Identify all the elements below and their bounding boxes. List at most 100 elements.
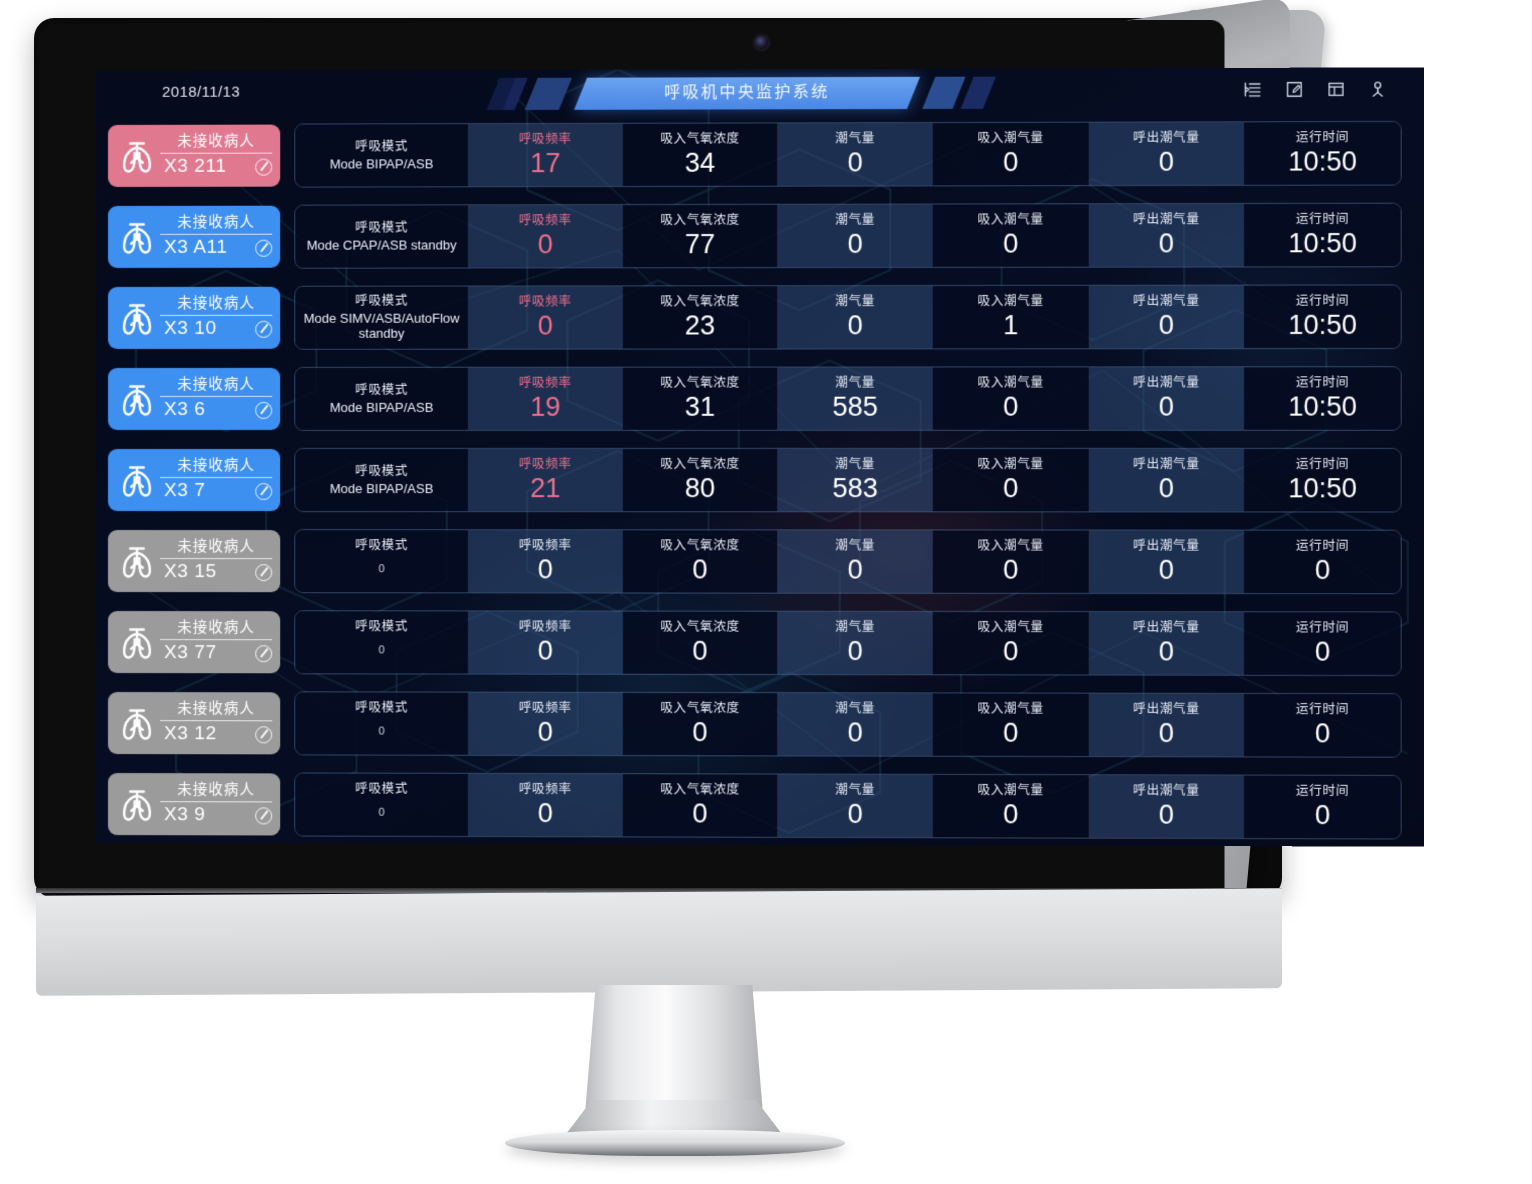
metric-cell-time[interactable]: 运行时间 10:50 [1244,284,1401,348]
metric-cell-mode[interactable]: 呼吸模式 0 [295,610,469,674]
metric-cell-vti[interactable]: 吸入潮气量 0 [932,448,1089,511]
metric-value-rate: 0 [537,635,553,666]
metric-cell-time[interactable]: 运行时间 0 [1244,775,1401,838]
metric-cell-time[interactable]: 运行时间 10:50 [1244,366,1401,430]
metric-cell-vte[interactable]: 呼出潮气量 0 [1088,366,1245,430]
patient-card[interactable]: 未接收病人 X3 77 [107,610,281,673]
metrics-strip: 呼吸模式 Mode CPAP/ASB standby 呼吸频率 0 吸入气氧浓度 77 潮气… [294,202,1402,269]
device-id: X3 77 [164,642,217,664]
patient-state-label: 未接收病人 [160,700,273,722]
metric-cell-vte[interactable]: 呼出潮气量 0 [1088,121,1245,185]
layout-grid-icon[interactable] [1326,80,1345,99]
metric-cell-vte[interactable]: 呼出潮气量 0 [1088,448,1245,511]
metric-label-rate: 呼吸频率 [518,457,572,472]
metric-cell-vt[interactable]: 潮气量 585 [777,366,933,430]
metric-cell-vte[interactable]: 呼出潮气量 0 [1088,285,1245,348]
patient-card[interactable]: 未接收病人 X3 10 [107,286,281,349]
patient-card[interactable]: 未接收病人 X3 211 [107,124,281,187]
metric-cell-vti[interactable]: 吸入潮气量 0 [932,774,1089,838]
metric-cell-fio2[interactable]: 吸入气氧浓度 34 [622,122,778,186]
patient-card[interactable]: 未接收病人 X3 A11 [107,205,281,268]
metric-cell-vti[interactable]: 吸入潮气量 1 [932,285,1089,348]
metric-cell-rate[interactable]: 呼吸频率 0 [468,204,623,268]
metric-cell-rate[interactable]: 呼吸频率 0 [468,285,623,349]
metric-cell-rate[interactable]: 呼吸频率 0 [468,773,623,836]
metric-cell-vti[interactable]: 吸入潮气量 0 [932,203,1089,267]
metric-cell-vti[interactable]: 吸入潮气量 0 [932,122,1089,185]
device-id-line: X3 A11 [160,235,273,259]
metric-cell-time[interactable]: 运行时间 10:50 [1244,121,1401,185]
metric-label-vte: 呼出潮气量 [1133,212,1200,227]
metric-cell-fio2[interactable]: 吸入气氧浓度 31 [622,367,778,430]
metric-value-vt: 0 [847,635,863,667]
metric-cell-vt[interactable]: 潮气量 0 [777,122,933,186]
metric-cell-vt[interactable]: 潮气量 0 [777,285,933,348]
metric-cell-rate[interactable]: 呼吸频率 21 [468,448,623,511]
metric-cell-vt[interactable]: 潮气量 0 [777,204,933,267]
metric-cell-mode[interactable]: 呼吸模式 Mode BIPAP/ASB [295,123,469,187]
metric-cell-vt[interactable]: 潮气量 0 [777,611,933,674]
metric-cell-vt[interactable]: 潮气量 0 [777,774,933,837]
metric-cell-vti[interactable]: 吸入潮气量 0 [932,366,1089,430]
metric-label-mode: 呼吸模式 [355,538,408,553]
metric-cell-vti[interactable]: 吸入潮气量 0 [932,611,1089,675]
metric-value-vte: 0 [1158,554,1175,585]
metric-cell-vte[interactable]: 呼出潮气量 0 [1088,203,1245,267]
metric-cell-time[interactable]: 运行时间 0 [1244,611,1401,675]
metric-cell-fio2[interactable]: 吸入气氧浓度 0 [622,611,778,674]
metrics-strip: 呼吸模式 0 呼吸频率 0 吸入气氧浓度 0 潮气量 0 吸入潮气量 0 呼出潮气量 0 运行时间 0 [294,771,1402,839]
list-view-icon[interactable] [1243,80,1262,99]
metric-cell-vt[interactable]: 潮气量 583 [777,448,933,511]
metric-cell-mode[interactable]: 呼吸模式 Mode BIPAP/ASB [295,367,469,430]
metric-label-mode: 呼吸模式 [355,293,408,308]
webcam-icon [755,36,768,49]
patient-card-info: 未接收病人 X3 A11 [160,213,280,259]
metric-cell-mode[interactable]: 呼吸模式 0 [295,691,469,755]
edit-note-icon[interactable] [1285,80,1304,99]
metric-value-time: 10:50 [1288,146,1357,177]
metric-cell-fio2[interactable]: 吸入气氧浓度 0 [622,773,778,837]
metric-cell-rate[interactable]: 呼吸频率 0 [468,529,623,592]
patient-card[interactable]: 未接收病人 X3 6 [107,367,281,430]
metric-cell-vte[interactable]: 呼出潮气量 0 [1088,530,1245,593]
metric-cell-time[interactable]: 运行时间 10:50 [1244,203,1401,266]
metric-cell-mode[interactable]: 呼吸模式 Mode CPAP/ASB standby [295,204,469,268]
metric-cell-fio2[interactable]: 吸入气氧浓度 23 [622,285,778,349]
patient-card[interactable]: 未接收病人 X3 15 [107,529,281,592]
metric-cell-vte[interactable]: 呼出潮气量 0 [1088,611,1245,675]
patient-card[interactable]: 未接收病人 X3 7 [107,448,281,511]
patient-card[interactable]: 未接收病人 X3 9 [107,772,281,835]
metric-cell-vti[interactable]: 吸入潮气量 0 [932,529,1089,593]
metric-value-rate: 0 [537,229,553,260]
metric-cell-fio2[interactable]: 吸入气氧浓度 77 [622,204,778,267]
metric-cell-mode[interactable]: 呼吸模式 Mode SIMV/ASB/AutoFlow standby [295,286,469,349]
metric-cell-time[interactable]: 运行时间 0 [1244,693,1401,757]
metric-cell-vte[interactable]: 呼出潮气量 0 [1088,774,1245,838]
metric-cell-time[interactable]: 运行时间 10:50 [1244,448,1401,511]
metric-cell-mode[interactable]: 呼吸模式 Mode BIPAP/ASB [295,448,469,511]
metric-cell-fio2[interactable]: 吸入气氧浓度 0 [622,529,778,593]
metric-cell-vti[interactable]: 吸入潮气量 0 [932,692,1089,756]
metric-cell-mode[interactable]: 呼吸模式 0 [295,772,469,836]
patient-card[interactable]: 未接收病人 X3 12 [107,691,281,754]
user-account-icon[interactable] [1368,80,1387,99]
metric-cell-vt[interactable]: 潮气量 0 [777,692,933,756]
metric-cell-rate[interactable]: 呼吸频率 19 [468,367,623,430]
metric-cell-time[interactable]: 运行时间 0 [1244,530,1401,593]
metric-cell-vt[interactable]: 潮气量 0 [777,529,933,593]
metric-cell-rate[interactable]: 呼吸频率 0 [468,692,623,755]
metric-value-fio2: 77 [684,229,716,260]
device-id: X3 15 [164,561,217,583]
metric-cell-rate[interactable]: 呼吸频率 17 [468,123,623,186]
metric-value-mode: Mode SIMV/ASB/AutoFlow standby [303,310,460,341]
metric-cell-fio2[interactable]: 吸入气氧浓度 0 [622,692,778,755]
metric-label-vti: 吸入潮气量 [977,783,1044,798]
metric-cell-fio2[interactable]: 吸入气氧浓度 80 [622,448,778,511]
metric-cell-vte[interactable]: 呼出潮气量 0 [1088,693,1245,756]
metric-label-fio2: 吸入气氧浓度 [660,457,740,472]
ventilator-row-list: 未接收病人 X3 211 呼吸模式 Mode BIPAP/ASB 呼吸频率 17 吸入气氧浓… [96,116,1424,847]
metric-cell-rate[interactable]: 呼吸频率 0 [468,610,623,674]
app-header: 2018/11/13 呼吸机中央监护系统 [96,67,1424,119]
metric-cell-mode[interactable]: 呼吸模式 0 [295,529,469,592]
no-signal-icon [255,239,273,257]
